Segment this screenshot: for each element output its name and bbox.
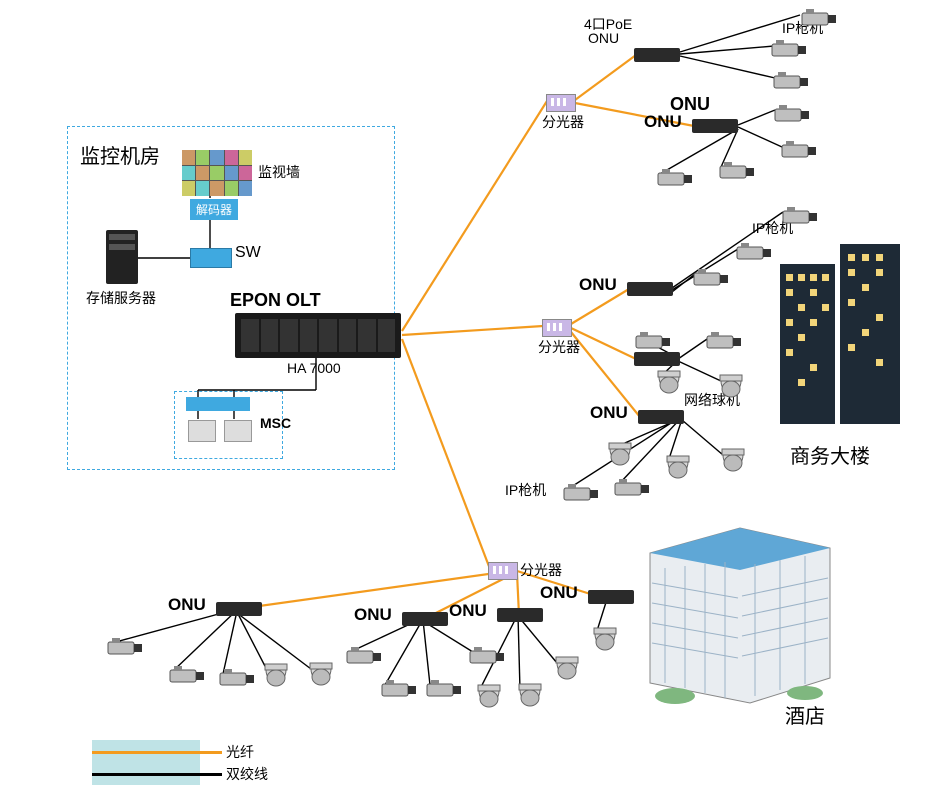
ip-camera xyxy=(773,103,813,125)
ip-gun-label-3: IP枪机 xyxy=(505,480,546,500)
business-building-label: 商务大楼 xyxy=(790,440,870,469)
onu-device xyxy=(402,612,448,626)
onu-label: ONU xyxy=(354,605,392,625)
msc-switch xyxy=(186,397,250,411)
onu-label: ONU xyxy=(579,275,617,295)
ip-camera xyxy=(770,38,810,60)
dome-camera xyxy=(515,682,545,710)
ip-camera xyxy=(656,167,696,189)
splitter-label: 分光器 xyxy=(542,112,584,132)
onu-device xyxy=(588,590,634,604)
ip-camera xyxy=(772,70,812,92)
splitter-label: 分光器 xyxy=(520,560,562,580)
onu-device xyxy=(638,410,684,424)
legend-copper-label: 双绞线 xyxy=(226,764,268,784)
dome-camera xyxy=(663,454,693,482)
ip-camera xyxy=(613,477,653,499)
ip-camera xyxy=(106,636,146,658)
monitor-wall-label: 监视墙 xyxy=(258,162,300,182)
monitor-wall xyxy=(182,150,252,196)
legend-box xyxy=(92,740,200,785)
dome-camera xyxy=(306,661,336,689)
olt-chassis xyxy=(235,313,401,358)
hotel-building xyxy=(630,498,840,708)
ip-camera xyxy=(345,645,385,667)
ip-camera xyxy=(634,330,674,352)
ip-camera xyxy=(168,664,208,686)
ha7000-label: HA 7000 xyxy=(287,360,341,376)
business-building xyxy=(770,234,910,434)
onu-device xyxy=(627,282,673,296)
onu-label: ONU xyxy=(670,94,710,115)
ip-camera xyxy=(735,241,775,263)
dome-camera xyxy=(590,626,620,654)
dome-camera xyxy=(261,662,291,690)
onu-device xyxy=(692,119,738,133)
control-room-title: 监控机房 xyxy=(80,140,160,169)
ip-camera xyxy=(468,645,508,667)
splitter-device xyxy=(542,319,572,337)
legend-fiber-label: 光纤 xyxy=(226,742,254,762)
msc-label: MSC xyxy=(260,415,291,431)
poe-onu-label-2: ONU xyxy=(588,30,619,46)
legend-copper-line xyxy=(92,773,222,776)
ip-camera xyxy=(800,7,840,29)
legend-fiber-line xyxy=(92,751,222,754)
ip-camera xyxy=(218,667,258,689)
storage-server xyxy=(106,230,138,284)
ip-camera xyxy=(562,482,602,504)
onu-device xyxy=(634,352,680,366)
splitter-device xyxy=(488,562,518,580)
onu-device xyxy=(497,608,543,622)
onu-device xyxy=(216,602,262,616)
splitter-label: 分光器 xyxy=(538,337,580,357)
ip-camera xyxy=(780,139,820,161)
dome-camera xyxy=(716,373,746,401)
splitter-device xyxy=(546,94,576,112)
storage-label: 存储服务器 xyxy=(86,288,156,308)
switch-sw xyxy=(190,248,232,268)
ip-camera xyxy=(425,678,465,700)
ip-camera xyxy=(380,678,420,700)
dome-camera xyxy=(552,655,582,683)
onu-label: ONU xyxy=(590,403,628,423)
dome-camera xyxy=(654,369,684,397)
onu-label: ONU xyxy=(168,595,206,615)
onu-label: ONU xyxy=(449,601,487,621)
epon-olt-label: EPON OLT xyxy=(230,290,321,311)
decoder-label: 解码器 xyxy=(190,199,238,220)
ip-camera xyxy=(718,160,758,182)
onu-label: ONU xyxy=(644,112,682,132)
hotel-label: 酒店 xyxy=(785,700,825,729)
msc-pc2 xyxy=(224,420,252,442)
dome-camera xyxy=(605,441,635,469)
dome-camera xyxy=(718,447,748,475)
onu-label: ONU xyxy=(540,583,578,603)
sw-label: SW xyxy=(235,244,261,262)
onu-device xyxy=(634,48,680,62)
ip-camera xyxy=(692,267,732,289)
ip-camera xyxy=(705,330,745,352)
dome-camera xyxy=(474,683,504,711)
ip-camera xyxy=(781,205,821,227)
msc-pc1 xyxy=(188,420,216,442)
